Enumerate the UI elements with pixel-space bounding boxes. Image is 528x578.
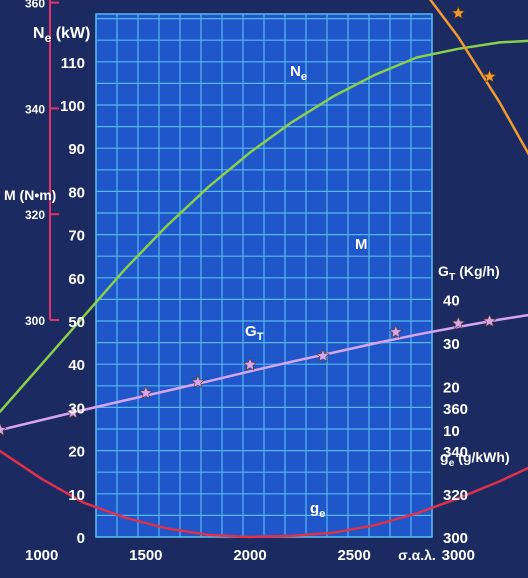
series-name-m: M [355, 236, 368, 253]
series-name-gt: GT [245, 323, 264, 343]
series-line-ne [0, 39, 528, 413]
m-axis-label: M (N•m) [4, 187, 56, 203]
ge-tick-label: 320 [443, 487, 468, 504]
ne-axis-label: Ne (kW) [33, 25, 90, 45]
ne-tick-label: 90 [68, 141, 85, 158]
m-tick-label: 360 [25, 0, 45, 11]
ge-axis-label: ge (g/kWh) [440, 449, 510, 469]
ne-tick-label: 50 [68, 314, 85, 331]
series-line-ge [0, 449, 528, 539]
gt-tick-label: 40 [443, 293, 460, 310]
x-tick-label: 2000 [233, 547, 266, 564]
series-point-gt [315, 348, 330, 362]
ne-tick-label: 80 [68, 184, 85, 201]
ne-tick-label: 110 [61, 55, 85, 72]
ne-tick-label: 40 [68, 357, 85, 374]
series-curves [0, 0, 528, 539]
series-point-gt [482, 314, 497, 328]
series-point-gt [138, 385, 153, 399]
series-point-gt [451, 316, 466, 330]
ne-tick-label: 30 [68, 400, 85, 417]
m-tick-label: 300 [25, 314, 45, 328]
ne-tick-label: 60 [68, 271, 85, 288]
ne-tick-label: 0 [77, 530, 85, 547]
x-tick-label: 1000 [25, 547, 58, 564]
series-line-gt [0, 313, 528, 432]
ne-tick-label: 20 [68, 444, 85, 461]
gt-tick-label: 30 [443, 336, 460, 353]
series-markers [0, 5, 497, 436]
x-tick-label: 2500 [337, 547, 370, 564]
series-point-gt [190, 374, 205, 389]
gt-tick-label: 20 [443, 380, 460, 397]
ge-tick-label: 360 [443, 401, 468, 418]
labels: Ne (kW) M (N•m) GT (Kg/h) ge (g/kWh) σ.α.λ. N… [4, 25, 510, 563]
m-tick-label: 320 [25, 208, 45, 222]
series-line-m [428, 0, 528, 156]
axes: 0102030405060708090100110300320340360380… [25, 0, 475, 564]
series-point-gt [66, 405, 80, 419]
series-point-gt [388, 324, 403, 339]
m-tick-label: 340 [25, 102, 45, 116]
ge-tick-label: 340 [443, 444, 468, 461]
x-axis-label: σ.α.λ. [398, 547, 436, 563]
series-point-m [451, 5, 466, 20]
ge-tick-label: 300 [443, 530, 468, 547]
series-name-ne: Ne [290, 63, 307, 83]
series-name-ge: ge [310, 500, 325, 520]
ne-tick-label: 100 [60, 98, 85, 115]
series-point-m [482, 69, 497, 83]
series-point-gt [243, 357, 257, 371]
gt-tick-label: 10 [443, 423, 460, 440]
ne-tick-label: 70 [68, 228, 85, 245]
x-tick-label: 3000 [442, 547, 475, 564]
plot-grid [95, 13, 433, 538]
series-point-gt [0, 422, 7, 436]
ne-tick-label: 10 [68, 487, 85, 504]
gt-axis-label: GT (Kg/h) [438, 263, 500, 283]
x-tick-label: 1500 [129, 547, 162, 564]
